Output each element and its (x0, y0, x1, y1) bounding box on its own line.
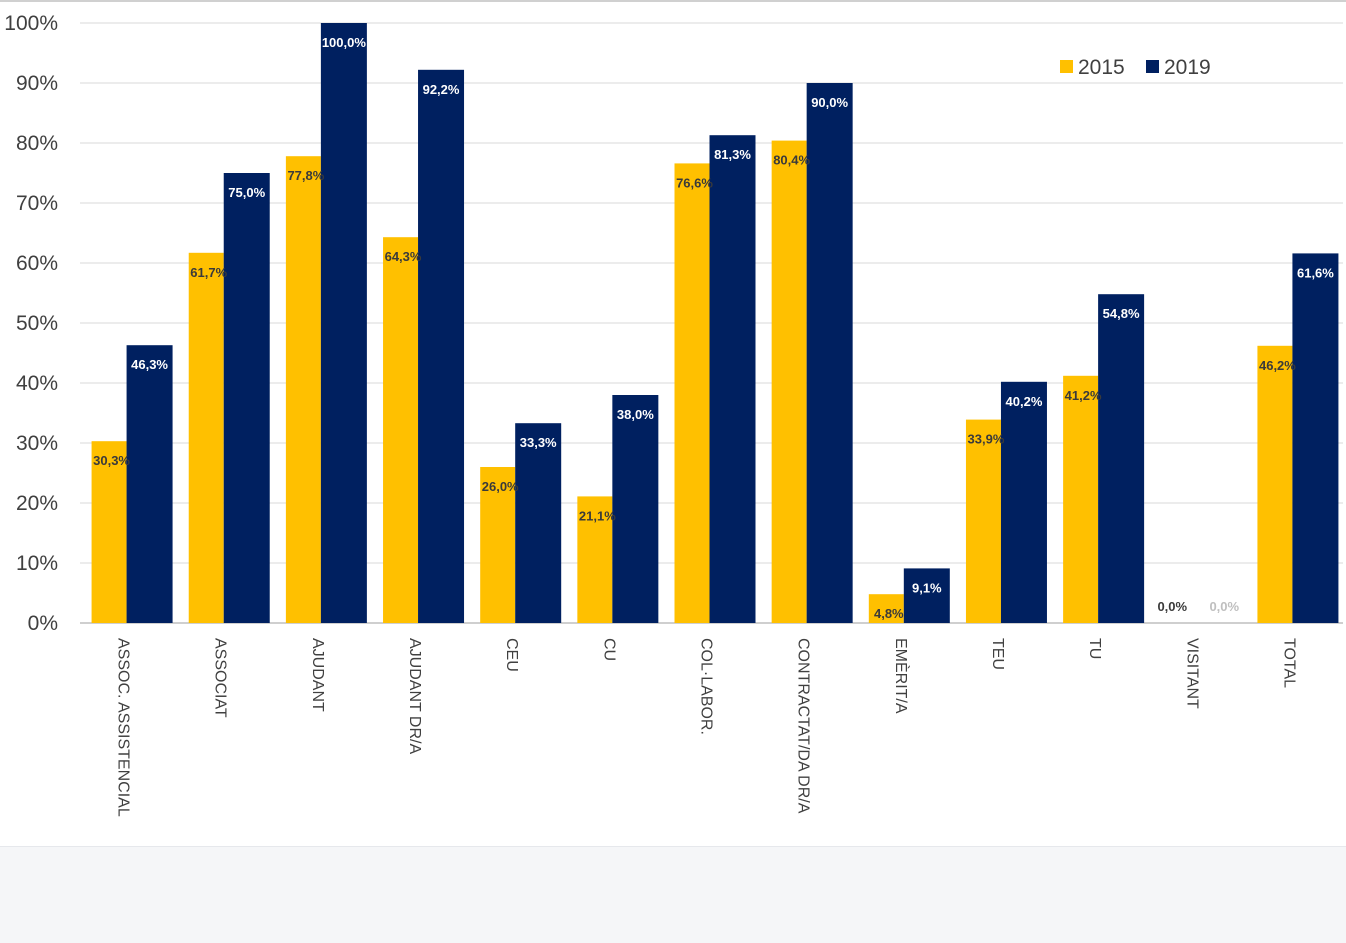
legend-label: 2015 (1078, 56, 1125, 79)
footer-band (0, 846, 1346, 943)
y-tick-label: 70% (16, 192, 58, 215)
bar-2015 (1063, 375, 1099, 623)
x-tick-label: TOTAL (1280, 638, 1297, 688)
bar-2015 (480, 467, 516, 623)
data-label-2015: 30,3% (93, 453, 130, 468)
x-tick-label: ASSOC. ASSISTENCIAL (115, 638, 132, 817)
legend: 2015 2019 (1060, 56, 1211, 79)
data-label-2015: 77,8% (287, 168, 324, 183)
data-label-2015: 41,2% (1065, 388, 1102, 403)
y-tick-label: 50% (16, 312, 58, 335)
y-tick-label: 0% (28, 612, 58, 635)
data-label-2019: 81,3% (714, 147, 751, 162)
bar-2019 (1098, 294, 1145, 623)
y-tick-label: 40% (16, 372, 58, 395)
bar-2019 (806, 83, 853, 623)
data-labels: 30,3% 46,3% 61,7% 75,0% 77,8% 100,0% 64,3% 92,2… (93, 35, 1334, 621)
bar-2015 (91, 441, 127, 623)
bar-2015 (383, 237, 419, 623)
bar-2019 (709, 135, 756, 623)
data-label-2019: 100,0% (322, 35, 367, 50)
y-axis-ticks: 0% 10% 20% 30% 40% 50% 60% 70% 80% 90% 100% (4, 12, 58, 635)
bar-2015 (674, 163, 710, 623)
x-tick-label: CU (600, 638, 617, 661)
bar-2019 (418, 69, 465, 624)
data-label-2015: 64,3% (385, 249, 422, 264)
bar-2015 (285, 156, 321, 623)
y-tick-label: 60% (16, 252, 58, 275)
bar-2015 (868, 594, 904, 623)
bar-2019 (320, 23, 367, 623)
x-tick-label: AJUDANT DR/A (406, 638, 423, 754)
x-tick-label: EMÈRIT/A (892, 638, 911, 714)
x-tick-label: CONTRACTAT/DA DR/A (795, 638, 812, 814)
x-tick-label: CEU (503, 638, 520, 672)
y-tick-label: 10% (16, 552, 58, 575)
legend-swatch (1060, 60, 1073, 73)
bar-2015 (965, 419, 1001, 623)
x-tick-label: COL·LABOR. (698, 638, 715, 735)
x-tick-label: ASSOCIAT (212, 638, 229, 718)
data-label-2015: 4,8% (874, 606, 904, 621)
data-label-2019: 90,0% (811, 95, 848, 110)
data-label-2019: 92,2% (423, 82, 460, 97)
bar-chart: 0% 10% 20% 30% 40% 50% 60% 70% 80% 90% 100% 30,3% 4… (4, 12, 1343, 817)
legend-swatch (1146, 60, 1159, 73)
bar-2019 (1000, 381, 1047, 623)
data-label-2015: 26,0% (482, 479, 519, 494)
y-tick-label: 20% (16, 492, 58, 515)
bar-2019 (612, 395, 659, 623)
data-label-2019: 61,6% (1297, 265, 1334, 280)
bar-2019 (903, 568, 950, 623)
data-label-2015: 33,9% (968, 432, 1005, 447)
bar-2019 (515, 423, 562, 623)
bar-2015 (188, 252, 224, 624)
bar-2019 (223, 173, 270, 623)
data-label-2019: 38,0% (617, 407, 654, 422)
data-label-2015: 46,2% (1259, 358, 1296, 373)
data-label-2019: 54,8% (1103, 306, 1140, 321)
data-label-2015: 0,0% (1157, 599, 1187, 614)
top-divider (0, 0, 1346, 2)
x-tick-label: TU (1086, 638, 1103, 659)
data-label-2019: 33,3% (520, 435, 557, 450)
x-tick-label: TEU (989, 638, 1006, 670)
bar-2015 (771, 140, 807, 623)
data-label-2015: 61,7% (190, 265, 227, 280)
bars (91, 23, 1339, 624)
data-label-2019: 46,3% (131, 357, 168, 372)
data-label-2019: 75,0% (228, 185, 265, 200)
x-tick-label: VISITANT (1183, 638, 1200, 709)
bar-2019 (1292, 253, 1339, 623)
x-axis-ticks: ASSOC. ASSISTENCIAL ASSOCIAT AJUDANT AJUDAN… (115, 638, 1298, 817)
data-label-2019: 0,0% (1209, 599, 1239, 614)
y-tick-label: 80% (16, 132, 58, 155)
legend-label: 2019 (1164, 56, 1211, 79)
y-tick-label: 30% (16, 432, 58, 455)
data-label-2019: 9,1% (912, 580, 942, 595)
bar-2015 (1257, 345, 1293, 623)
bar-2019 (126, 345, 173, 623)
data-label-2015: 21,1% (579, 508, 616, 523)
y-tick-label: 100% (4, 12, 58, 35)
data-label-2015: 76,6% (676, 175, 713, 190)
data-label-2015: 80,4% (773, 153, 810, 168)
bar-2015 (577, 496, 613, 623)
y-tick-label: 90% (16, 72, 58, 95)
x-tick-label: AJUDANT (309, 638, 326, 712)
data-label-2019: 40,2% (1006, 394, 1043, 409)
